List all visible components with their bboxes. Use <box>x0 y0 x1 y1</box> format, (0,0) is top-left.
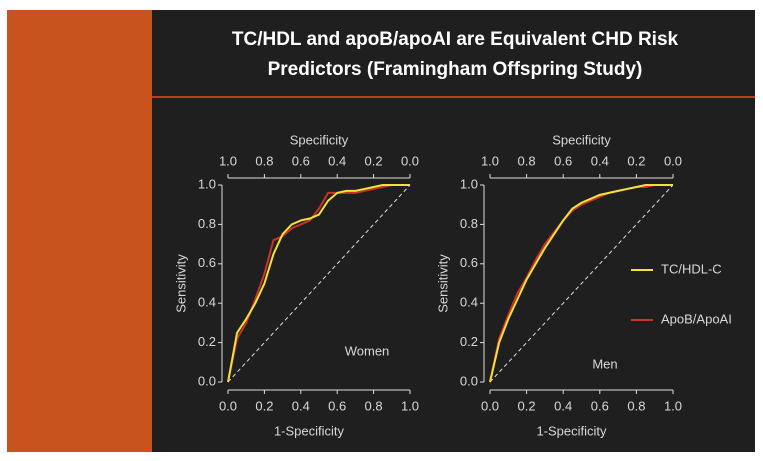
x-tick-label: 0.2 <box>518 398 536 413</box>
legend-label: ApoB/ApoAI <box>661 311 732 326</box>
y-tick-label: 1.0 <box>460 176 478 191</box>
x2-tick-label: 0.8 <box>255 153 273 168</box>
y-tick-label: 0.2 <box>460 334 478 349</box>
x2-tick-label: 0.8 <box>518 153 536 168</box>
y-axis-label: Sensitivity <box>435 254 450 313</box>
x-axis-label: 1-Specificity <box>274 423 345 438</box>
y-tick-label: 0.8 <box>198 216 216 231</box>
y-tick-label: 0.4 <box>198 295 216 310</box>
x2-tick-label: 0.4 <box>591 153 609 168</box>
x2-axis-label: Specificity <box>552 132 611 147</box>
x2-tick-label: 0.0 <box>664 153 682 168</box>
annotation: Men <box>592 356 617 371</box>
legend-label: TC/HDL-C <box>661 261 722 276</box>
x-tick-label: 0.2 <box>255 398 273 413</box>
x2-axis-label: Specificity <box>290 132 349 147</box>
x-tick-label: 0.0 <box>481 398 499 413</box>
x2-tick-label: 1.0 <box>219 153 237 168</box>
roc-line <box>489 184 673 383</box>
x-axis-label: 1-Specificity <box>536 423 607 438</box>
x2-tick-label: 0.6 <box>292 153 310 168</box>
x-tick-label: 0.8 <box>365 398 383 413</box>
roc-line <box>489 184 673 383</box>
y-tick-label: 1.0 <box>198 176 216 191</box>
x2-tick-label: 0.2 <box>365 153 383 168</box>
title-line: Predictors (Framingham Offspring Study) <box>268 59 643 80</box>
x-tick-label: 1.0 <box>401 398 419 413</box>
y-tick-label: 0.6 <box>198 255 216 270</box>
x2-tick-label: 0.4 <box>328 153 346 168</box>
side-band <box>7 10 152 452</box>
panel <box>152 10 755 452</box>
y-axis-label: Sensitivity <box>173 254 188 313</box>
reference-line <box>489 184 674 383</box>
x-tick-label: 0.4 <box>554 398 572 413</box>
x-tick-label: 0.0 <box>219 398 237 413</box>
y-tick-label: 0.4 <box>460 295 478 310</box>
x2-tick-label: 0.6 <box>554 153 572 168</box>
y-tick-label: 0.0 <box>198 373 216 388</box>
y-tick-label: 0.6 <box>460 255 478 270</box>
x2-tick-label: 0.0 <box>401 153 419 168</box>
x-tick-label: 1.0 <box>664 398 682 413</box>
y-tick-label: 0.0 <box>460 373 478 388</box>
x-tick-label: 0.8 <box>627 398 645 413</box>
annotation: Women <box>345 343 390 358</box>
x-tick-label: 0.4 <box>292 398 310 413</box>
title-line: TC/HDL and apoB/apoAI are Equivalent CHD… <box>232 29 679 50</box>
x2-tick-label: 0.2 <box>627 153 645 168</box>
y-tick-label: 0.2 <box>198 334 216 349</box>
roc-line <box>227 184 410 383</box>
reference-line <box>227 184 411 383</box>
x-tick-label: 0.6 <box>591 398 609 413</box>
x2-tick-label: 1.0 <box>481 153 499 168</box>
y-tick-label: 0.8 <box>460 216 478 231</box>
x-tick-label: 0.6 <box>328 398 346 413</box>
roc-line <box>227 184 410 383</box>
